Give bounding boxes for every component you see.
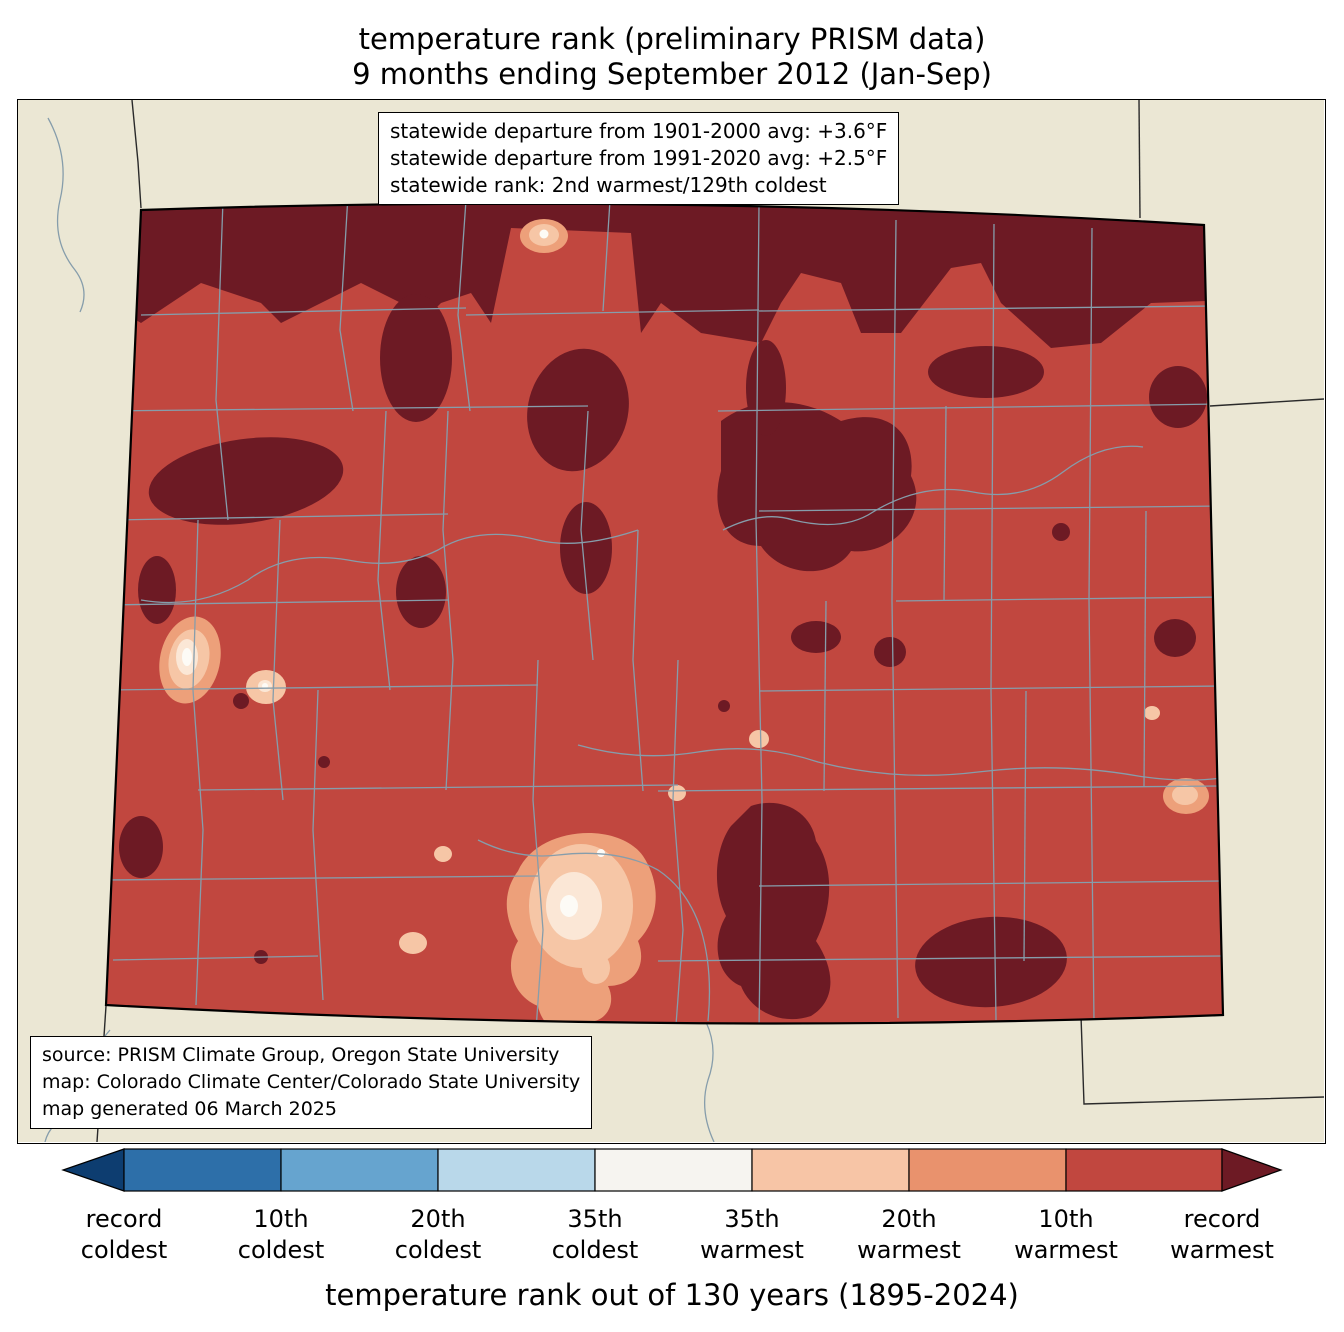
source-box: source: PRISM Climate Group, Oregon Stat… xyxy=(30,1036,593,1129)
colorbar-label-20th-coldest: 20th coldest xyxy=(394,1205,482,1264)
stats-line-rank: statewide rank: 2nd warmest/129th coldes… xyxy=(390,173,827,197)
stats-line-departure-1991-2020: statewide departure from 1991-2020 avg: … xyxy=(390,146,888,170)
source-line: source: PRISM Climate Group, Oregon Stat… xyxy=(42,1044,560,1066)
colorbar-segment-10th-warmest xyxy=(1065,1148,1223,1192)
colorbar-label-35th-coldest: 35th coldest xyxy=(551,1205,639,1264)
colorbar-label-record-warmest: record warmest xyxy=(1170,1205,1274,1264)
colorbar-segment-35th-warmest xyxy=(751,1148,910,1192)
near-record-white-cores xyxy=(182,229,605,917)
neighbor-state-borders xyxy=(96,100,1324,1142)
rivers-inside-state xyxy=(140,445,1223,1022)
record-warmest-patches xyxy=(106,203,1223,1020)
colorbar-segment-10th-coldest xyxy=(123,1148,282,1192)
generated-date-line: map generated 06 March 2025 xyxy=(42,1098,337,1120)
colorbar-label-record-coldest: record coldest xyxy=(80,1205,168,1264)
colorbar-label-35th-warmest: 35th warmest xyxy=(700,1205,804,1264)
colorbar-label-20th-warmest: 20th warmest xyxy=(857,1205,961,1264)
colorbar-arrow-record-coldest xyxy=(61,1148,125,1192)
colorbar-label-10th-coldest: 10th coldest xyxy=(237,1205,325,1264)
colorbar-segment-20th-coldest xyxy=(280,1148,439,1192)
colorbar-arrow-record-warmest xyxy=(1221,1148,1283,1192)
colorbar-label-10th-warmest: 10th warmest xyxy=(1014,1205,1118,1264)
colorado-map xyxy=(18,100,1324,1142)
map-frame: statewide departure from 1901-2000 avg: … xyxy=(17,99,1326,1144)
county-borders xyxy=(106,203,1223,1024)
stats-line-departure-1901-2000: statewide departure from 1901-2000 avg: … xyxy=(390,119,888,143)
colorbar-segment-20th-warmest xyxy=(908,1148,1067,1192)
map-credit-line: map: Colorado Climate Center/Colorado St… xyxy=(42,1071,581,1093)
figure-title-line1: temperature rank (preliminary PRISM data… xyxy=(358,22,986,56)
figure-title-line2: 9 months ending September 2012 (Jan-Sep) xyxy=(352,57,992,91)
statewide-stats-box: statewide departure from 1901-2000 avg: … xyxy=(378,112,900,205)
colorbar-caption: temperature rank out of 130 years (1895-… xyxy=(325,1278,1019,1312)
colorbar-segment-35th-coldest xyxy=(437,1148,596,1192)
colorbar xyxy=(61,1148,1283,1192)
colorbar-segment-near-normal xyxy=(594,1148,753,1192)
